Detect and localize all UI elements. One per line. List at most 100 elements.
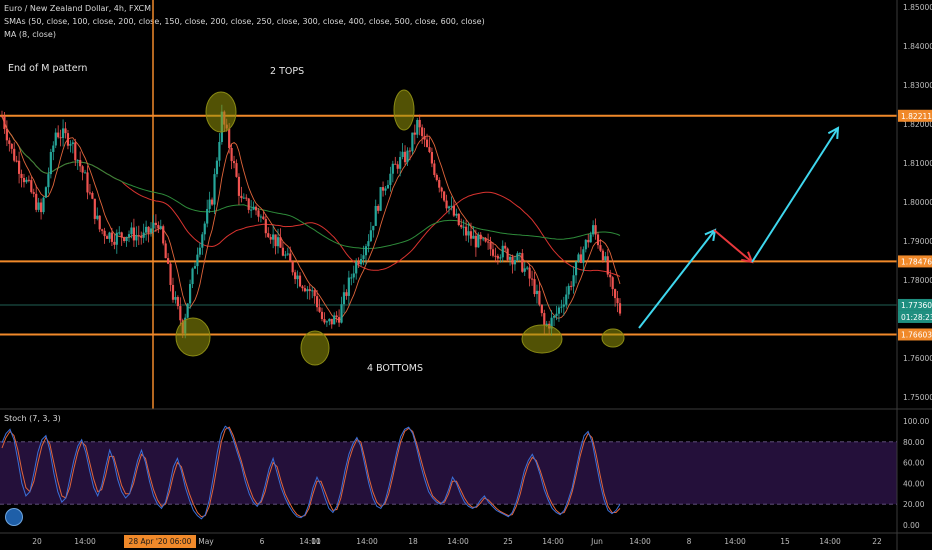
time-tick-label: 22 <box>872 537 882 546</box>
highlight-ellipse <box>175 317 211 357</box>
candle-body <box>579 254 583 263</box>
candle-body <box>142 232 145 238</box>
candle-body <box>352 273 355 278</box>
candle-body <box>572 275 575 287</box>
candle-body <box>486 241 490 243</box>
time-marker-label: 28 Apr '20 06:00 <box>129 537 192 546</box>
price-tick-label: 1.79000 <box>903 237 932 246</box>
candle-body <box>159 226 162 229</box>
candle-body <box>604 256 607 261</box>
candle-body <box>460 225 463 228</box>
time-tick-label: 14:00 <box>819 537 841 546</box>
stoch-tick-label: 80.00 <box>903 438 925 447</box>
stoch-tick-label: 60.00 <box>903 459 925 468</box>
candle-body <box>347 277 350 296</box>
candle-body <box>357 261 360 265</box>
candle-body <box>201 234 204 248</box>
candle-body <box>69 144 72 146</box>
candle-body <box>64 128 67 134</box>
candle-body <box>47 174 50 188</box>
candle-body <box>0 116 4 118</box>
candle-body <box>254 206 258 211</box>
time-tick-label: 8 <box>687 537 692 546</box>
stoch-tick-label: 0.00 <box>903 521 920 530</box>
candle-body <box>445 200 448 209</box>
candle-body <box>355 261 358 274</box>
candle-body <box>489 242 492 250</box>
two-tops-annotation: 2 TOPS <box>270 66 305 77</box>
tradingview-logo-icon[interactable] <box>5 508 23 526</box>
candle-body <box>318 307 321 312</box>
candle-body <box>406 150 409 163</box>
candle-body <box>210 199 214 205</box>
stoch-indicator-label: Stoch (7, 3, 3) <box>4 414 61 423</box>
candle-body <box>125 236 128 242</box>
ma-indicator-label: MA (8, close) <box>4 30 56 39</box>
candle-body <box>377 205 380 211</box>
candle-body <box>416 119 419 135</box>
candle-body <box>574 261 578 276</box>
candle-body <box>250 209 253 211</box>
candle-body <box>394 163 397 165</box>
candle-body <box>269 237 272 240</box>
candle-body <box>513 260 517 265</box>
candle-body <box>284 254 287 256</box>
candle-body <box>54 132 57 146</box>
candle-body <box>465 226 468 236</box>
candle-body <box>20 173 23 179</box>
candle-body <box>5 128 8 141</box>
candle-body <box>494 255 497 257</box>
candle-body <box>93 198 96 219</box>
candle-body <box>98 215 101 230</box>
candle-body <box>120 232 123 238</box>
candle-body <box>71 142 74 145</box>
arrow-up-1 <box>638 229 716 329</box>
candle-body <box>389 173 392 185</box>
candle-body <box>601 250 605 261</box>
candle-body <box>328 318 331 322</box>
candle-body <box>560 306 563 308</box>
candle-body <box>482 238 485 240</box>
candle-body <box>196 254 199 267</box>
candle-body <box>374 205 377 226</box>
candle-body <box>140 236 143 238</box>
price-tick-label: 1.84000 <box>903 42 932 51</box>
candle-body <box>372 225 375 231</box>
candle-body <box>570 285 573 287</box>
candle-body <box>218 141 221 161</box>
candle-body <box>565 294 568 305</box>
candle-body <box>359 259 363 265</box>
candle-body <box>57 132 60 138</box>
time-tick-label: 14:00 <box>447 537 469 546</box>
candle-body <box>399 157 402 169</box>
candle-body <box>411 132 414 152</box>
candle-body <box>504 245 507 249</box>
candle-body <box>39 202 43 213</box>
price-tick-label: 1.76000 <box>903 354 932 363</box>
stoch-tick-label: 100.00 <box>903 417 929 426</box>
candle-body <box>81 166 84 173</box>
candle-body <box>15 160 18 162</box>
price-tick-label: 1.78000 <box>903 276 932 285</box>
time-tick-label: 20 <box>32 537 42 546</box>
candle-body <box>83 172 87 174</box>
candle-body <box>447 206 451 209</box>
candle-body <box>538 290 541 305</box>
candle-body <box>440 187 443 192</box>
candle-body <box>281 247 285 256</box>
candle-body <box>506 248 509 260</box>
stoch-d-line <box>1 426 621 518</box>
candle-body <box>306 289 309 292</box>
candle-body <box>369 230 372 242</box>
time-tick-label: 14:00 <box>724 537 746 546</box>
candle-body <box>452 205 455 216</box>
candle-body <box>472 235 475 239</box>
candle-body <box>384 188 387 191</box>
arrow-up-2 <box>751 127 839 263</box>
candle-body <box>230 148 233 162</box>
candle-body <box>611 277 614 290</box>
candle-body <box>52 145 55 152</box>
candle-body <box>469 231 473 239</box>
